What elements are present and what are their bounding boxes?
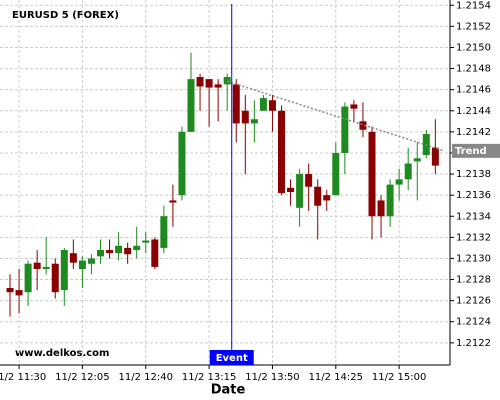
candle-body [350, 104, 358, 109]
candle-body [133, 245, 141, 251]
candle-body [386, 184, 394, 217]
candle-body [395, 179, 403, 185]
y-tick-label: 1.2148 [456, 64, 491, 75]
candle-body [287, 187, 295, 192]
candle-body [15, 290, 23, 296]
candle-body [69, 253, 77, 263]
x-tick-label: 11/2 11:30 [0, 372, 46, 383]
candle-body [60, 250, 68, 291]
x-tick-label: 11/2 13:15 [182, 372, 236, 383]
candle-body [323, 195, 331, 201]
candle-body [6, 287, 14, 293]
y-tick-label: 1.2136 [456, 190, 491, 201]
y-tick-label: 1.2144 [456, 106, 491, 117]
y-tick-label: 1.2154 [456, 0, 491, 11]
candle-body [296, 174, 304, 208]
candle-body [33, 262, 41, 270]
candle-body [314, 186, 322, 206]
candle-body [268, 100, 276, 111]
candle-body [169, 200, 177, 203]
x-tick-label: 11/2 12:40 [119, 372, 173, 383]
candle-body [106, 250, 114, 254]
chart-title: EURUSD 5 (FOREX) [12, 10, 119, 21]
candle-body [160, 216, 168, 248]
candle-body [78, 260, 86, 270]
y-tick-label: 1.2130 [456, 253, 491, 264]
candle-body [214, 84, 222, 88]
candle-body [115, 245, 123, 254]
x-tick-label: 11/2 12:05 [55, 372, 109, 383]
candle-body [278, 110, 285, 194]
trend-label: Trend [455, 146, 487, 157]
watermark: www.delkos.com [15, 348, 109, 359]
candle-body [359, 121, 367, 130]
candle-body [87, 258, 95, 264]
event-label-box [209, 350, 254, 365]
y-tick-label: 1.2138 [456, 169, 491, 180]
trend-label-box [452, 143, 500, 158]
candle-body [232, 84, 240, 124]
x-tick-label: 11/2 13:50 [245, 372, 299, 383]
candle-body [368, 131, 376, 217]
candle-body [377, 200, 385, 217]
y-tick-label: 1.2128 [456, 275, 491, 286]
candle-body [241, 110, 249, 124]
candle-body [142, 240, 150, 243]
candle-body [305, 174, 313, 187]
candle-body [42, 266, 50, 270]
candle-body [431, 147, 439, 166]
y-tick-label: 1.2150 [456, 42, 491, 53]
candle-body [341, 106, 349, 153]
x-axis-label: Date [211, 383, 246, 398]
candle-body [223, 77, 231, 85]
y-tick-label: 1.2132 [456, 232, 491, 243]
event-label: Event [216, 353, 248, 364]
candle-body [97, 250, 104, 257]
y-tick-label: 1.2122 [456, 338, 491, 349]
candle-body [51, 263, 59, 293]
candle-body [413, 158, 421, 162]
y-tick-label: 1.2146 [456, 85, 491, 96]
candle-body [151, 239, 159, 267]
candle-body [178, 131, 186, 196]
y-tick-label: 1.2134 [456, 211, 491, 222]
candle-body [196, 77, 204, 87]
y-tick-label: 1.2142 [456, 127, 491, 138]
candle-body [259, 98, 267, 111]
x-tick-label: 11/2 14:25 [309, 372, 363, 383]
y-tick-label: 1.2126 [456, 296, 491, 307]
candle-body [404, 163, 412, 180]
candle-body [187, 79, 195, 132]
x-tick-label: 11/2 15:00 [372, 372, 426, 383]
candle-body [124, 247, 132, 255]
candle-body [24, 263, 32, 293]
y-tick-label: 1.2152 [456, 21, 491, 32]
y-tick-label: 1.2124 [456, 317, 491, 328]
candle-body [332, 152, 340, 196]
candle-body [205, 79, 213, 88]
candle-body [250, 119, 258, 124]
